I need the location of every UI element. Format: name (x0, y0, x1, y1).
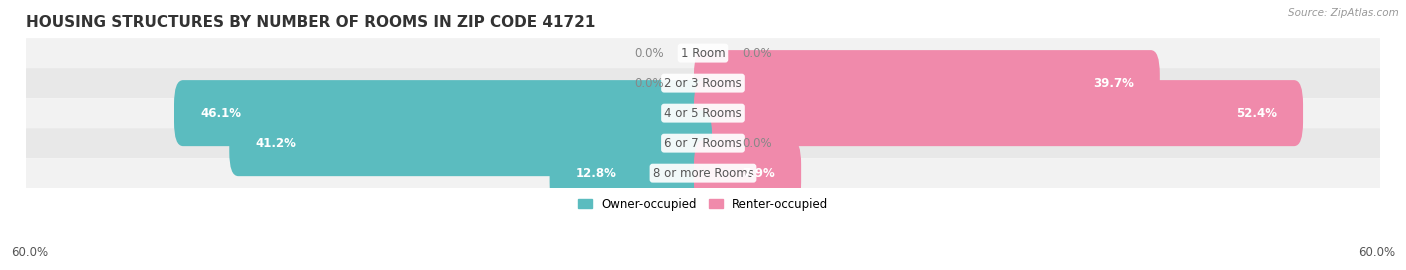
Text: 0.0%: 0.0% (634, 77, 664, 90)
FancyBboxPatch shape (27, 98, 1379, 128)
FancyBboxPatch shape (27, 128, 1379, 158)
FancyBboxPatch shape (27, 38, 1379, 68)
Text: 60.0%: 60.0% (11, 246, 48, 259)
FancyBboxPatch shape (174, 80, 711, 146)
FancyBboxPatch shape (695, 50, 1160, 116)
Text: HOUSING STRUCTURES BY NUMBER OF ROOMS IN ZIP CODE 41721: HOUSING STRUCTURES BY NUMBER OF ROOMS IN… (27, 15, 596, 30)
FancyBboxPatch shape (27, 158, 1379, 188)
Text: 7.9%: 7.9% (742, 167, 775, 180)
FancyBboxPatch shape (695, 140, 801, 206)
Text: 60.0%: 60.0% (1358, 246, 1395, 259)
Text: 6 or 7 Rooms: 6 or 7 Rooms (664, 137, 742, 150)
Legend: Owner-occupied, Renter-occupied: Owner-occupied, Renter-occupied (572, 193, 834, 215)
Text: 12.8%: 12.8% (575, 167, 616, 180)
Text: Source: ZipAtlas.com: Source: ZipAtlas.com (1288, 8, 1399, 18)
Text: 2 or 3 Rooms: 2 or 3 Rooms (664, 77, 742, 90)
Text: 4 or 5 Rooms: 4 or 5 Rooms (664, 107, 742, 120)
Text: 1 Room: 1 Room (681, 47, 725, 60)
Text: 0.0%: 0.0% (742, 47, 772, 60)
FancyBboxPatch shape (229, 110, 711, 176)
FancyBboxPatch shape (695, 80, 1303, 146)
Text: 0.0%: 0.0% (634, 47, 664, 60)
FancyBboxPatch shape (550, 140, 711, 206)
Text: 41.2%: 41.2% (256, 137, 297, 150)
Text: 46.1%: 46.1% (200, 107, 240, 120)
Text: 0.0%: 0.0% (742, 137, 772, 150)
Text: 8 or more Rooms: 8 or more Rooms (652, 167, 754, 180)
Text: 52.4%: 52.4% (1236, 107, 1277, 120)
FancyBboxPatch shape (27, 68, 1379, 98)
Text: 39.7%: 39.7% (1092, 77, 1133, 90)
